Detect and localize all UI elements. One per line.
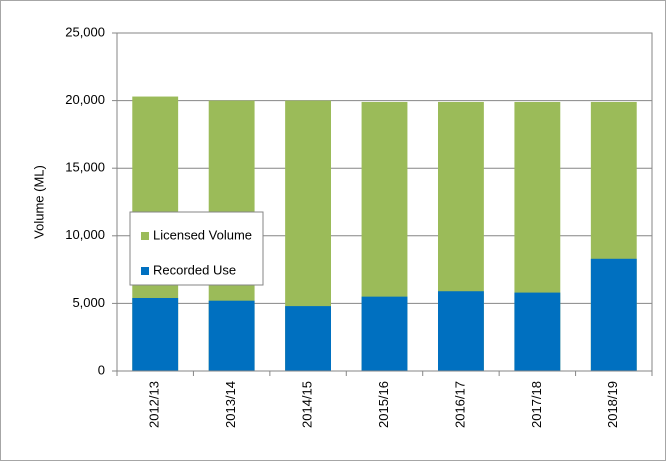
- y-tick-label: 10,000: [65, 227, 105, 242]
- legend-swatch: [141, 267, 149, 275]
- x-tick-label: 2012/13: [147, 381, 162, 428]
- y-tick-label: 0: [98, 362, 105, 377]
- y-tick-label: 25,000: [65, 24, 105, 39]
- legend-swatch: [141, 232, 149, 240]
- bar: [514, 292, 561, 371]
- y-tick-label: 5,000: [72, 295, 105, 310]
- legend-box: [129, 211, 264, 286]
- y-tick-label: 20,000: [65, 92, 105, 107]
- y-axis-label: Volume (ML): [31, 165, 46, 239]
- bar: [208, 300, 255, 371]
- bar: [590, 258, 637, 371]
- x-tick-label: 2013/14: [223, 381, 238, 428]
- bar: [361, 296, 408, 371]
- legend-label: Recorded Use: [153, 262, 236, 277]
- x-tick-label: 2015/16: [376, 381, 391, 428]
- x-tick-label: 2018/19: [605, 381, 620, 428]
- x-tick-label: 2014/15: [300, 381, 315, 428]
- bar: [438, 291, 484, 371]
- bar: [285, 306, 331, 371]
- y-tick-label: 15,000: [65, 160, 105, 175]
- x-tick-label: 2017/18: [529, 381, 544, 428]
- legend-label: Licensed Volume: [153, 227, 252, 242]
- bar: [132, 297, 179, 371]
- x-tick-label: 2016/17: [452, 381, 467, 428]
